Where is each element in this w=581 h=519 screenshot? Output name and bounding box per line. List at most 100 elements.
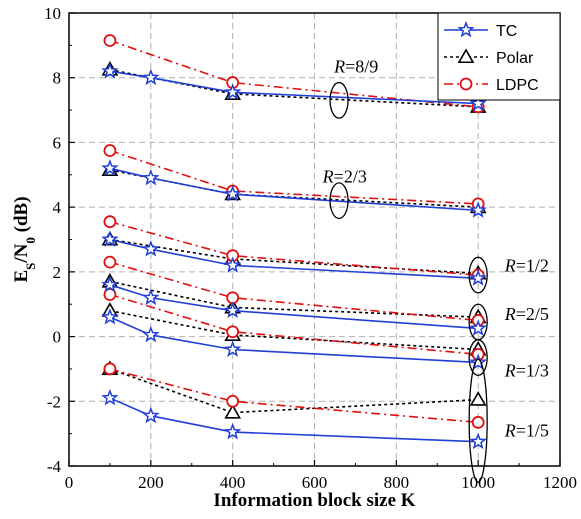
y-axis-title-main: E xyxy=(11,270,32,283)
rate-annotations: R=8/9R=2/3R=1/2R=2/5R=1/3R=1/5 xyxy=(322,56,549,483)
y-axis-title-sub1: S xyxy=(23,263,38,270)
data-point-tc xyxy=(142,288,160,306)
data-point-ldpc xyxy=(226,394,240,408)
x-axis-title: Information block size K xyxy=(213,490,415,511)
data-point-tc xyxy=(224,340,242,357)
legend-label-ldpc: LDPC xyxy=(496,77,539,94)
x-tick-label: 1000 xyxy=(461,473,495,492)
data-point-tc xyxy=(101,308,119,325)
rate-label-1-5: R=1/5 xyxy=(468,358,549,483)
y-axis-title-sub2: 0 xyxy=(23,237,38,244)
data-point-ldpc xyxy=(103,288,117,301)
data-point-tc xyxy=(101,159,119,176)
data-point-ldpc xyxy=(103,215,117,229)
rate-annotation-text: R=1/5 xyxy=(504,420,549,440)
rate-symbol: R xyxy=(504,361,516,381)
series-line-polar xyxy=(109,169,479,208)
series-line-ldpc xyxy=(109,368,479,424)
data-point-tc xyxy=(469,353,487,370)
data-point-tc xyxy=(101,275,119,293)
rate-value: =8/9 xyxy=(345,56,378,76)
y-axis-title-mid: /N xyxy=(11,243,32,263)
rate-ellipse xyxy=(468,339,488,377)
y-tick-label: 4 xyxy=(53,198,62,217)
data-point-tc xyxy=(469,269,487,286)
rate-value: =2/5 xyxy=(516,304,549,324)
rate-ellipse xyxy=(329,182,349,220)
data-point-ldpc xyxy=(471,415,485,429)
data-point-ldpc xyxy=(103,255,117,269)
y-tick-label: 8 xyxy=(53,69,62,88)
x-tick-label: 800 xyxy=(384,473,410,492)
series-line-tc xyxy=(109,397,479,443)
rate-symbol: R xyxy=(322,166,334,186)
data-point-tc xyxy=(469,201,487,218)
data-point-tc xyxy=(469,432,487,450)
y-axis-title: ES/N0 (dB) xyxy=(11,196,38,282)
x-tick-label: 400 xyxy=(220,473,246,492)
data-point-tc xyxy=(142,325,160,343)
legend-item-ldpc: LDPC xyxy=(444,77,539,94)
legend-label-polar: Polar xyxy=(496,50,534,67)
data-point-ldpc xyxy=(103,362,117,376)
series-tc xyxy=(101,62,487,450)
x-tick-label: 600 xyxy=(302,473,328,492)
rate-label-2-3: R=2/3 xyxy=(322,166,367,220)
series-line-tc xyxy=(109,284,479,330)
data-point-tc xyxy=(142,240,160,257)
data-point-polar xyxy=(224,403,242,419)
rate-annotation-text: R=2/5 xyxy=(504,304,549,324)
series-line-ldpc xyxy=(109,39,479,108)
data-point-ldpc xyxy=(103,34,117,47)
y-tick-label: 6 xyxy=(53,133,62,152)
x-tick-label: 1200 xyxy=(543,473,577,492)
legend: TC Polar LDPC xyxy=(437,12,561,101)
legend-marker-polar xyxy=(457,48,475,64)
data-point-tc xyxy=(224,301,242,319)
data-point-tc xyxy=(101,62,119,79)
rate-symbol: R xyxy=(504,304,516,324)
series-line-tc xyxy=(109,70,479,105)
data-point-tc xyxy=(224,422,242,440)
y-tick-label: 10 xyxy=(44,4,61,23)
rate-annotation-text: R=2/3 xyxy=(322,166,367,186)
rate-annotation-text: R=1/2 xyxy=(504,255,549,275)
data-point-tc xyxy=(101,388,119,406)
legend-item-polar: Polar xyxy=(444,48,534,67)
rate-label-1-2: R=1/2 xyxy=(468,255,549,294)
data-point-tc xyxy=(469,319,487,336)
rate-symbol: R xyxy=(504,420,516,440)
data-point-polar xyxy=(469,391,487,406)
series-line-ldpc xyxy=(109,149,479,205)
legend-marker-tc xyxy=(457,20,475,38)
y-tick-label: 2 xyxy=(53,263,62,282)
y-tick-label: -2 xyxy=(47,392,61,411)
y-axis-title-tail: (dB) xyxy=(11,196,32,237)
y-tick-label: -4 xyxy=(47,457,62,476)
plot-area xyxy=(101,34,487,450)
data-point-tc xyxy=(469,94,487,111)
rate-value: =2/3 xyxy=(334,166,367,186)
rate-value: =1/2 xyxy=(516,255,549,275)
data-point-tc xyxy=(224,83,242,100)
data-point-tc xyxy=(101,230,119,247)
series-line-polar xyxy=(109,280,479,318)
legend-marker-ldpc xyxy=(459,77,473,91)
data-point-ldpc xyxy=(226,291,240,305)
axis-ticks: 0 200 400 600 800 1000 1200 -4 -2 0 2 4 6 8 10 xyxy=(44,4,577,492)
series-line-polar xyxy=(109,368,479,414)
data-point-tc xyxy=(224,256,242,273)
series-line-polar xyxy=(109,68,479,108)
data-point-tc xyxy=(224,185,242,202)
rate-ellipse xyxy=(468,358,488,483)
rate-ellipse xyxy=(329,81,349,119)
rate-value: =1/3 xyxy=(516,361,549,381)
x-tick-label: 0 xyxy=(65,473,74,492)
series-line-tc xyxy=(109,238,479,280)
legend-item-tc: TC xyxy=(444,20,517,40)
series-ldpc xyxy=(103,34,485,429)
rate-annotation-text: R=1/3 xyxy=(504,361,549,381)
data-point-tc xyxy=(142,168,160,186)
data-point-ldpc xyxy=(226,325,240,339)
y-tick-label: 0 xyxy=(53,328,62,347)
